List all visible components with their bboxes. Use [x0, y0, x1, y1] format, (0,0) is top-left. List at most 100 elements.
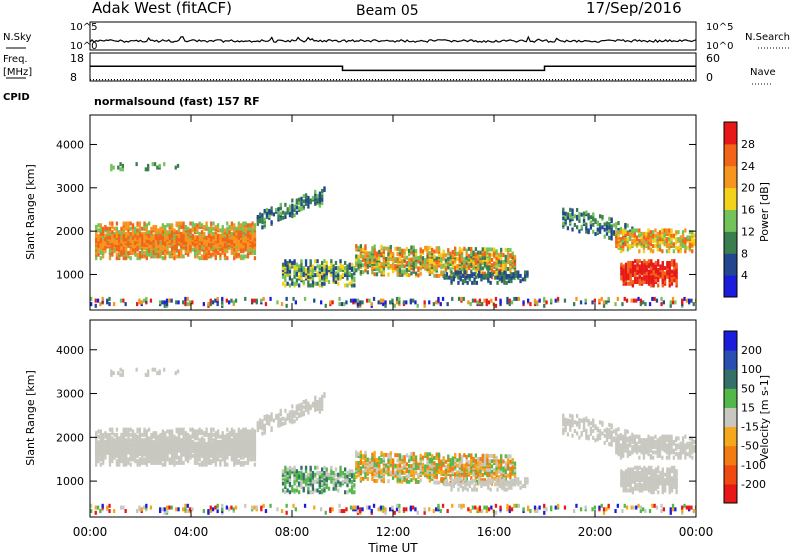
power-cell: [186, 302, 189, 307]
velocity-cell: [161, 436, 165, 441]
power-cell: [562, 221, 565, 226]
power-cell: [435, 300, 438, 305]
velocity-cell: [122, 462, 125, 467]
power-cell: [467, 253, 471, 258]
velocity-cell: [277, 413, 280, 418]
power-cell: [253, 298, 256, 303]
power-cell: [307, 283, 310, 288]
power-cell: [497, 252, 501, 257]
velocity-cell: [138, 431, 142, 436]
velocity-cell: [205, 445, 208, 450]
nave-label: Nave: [750, 67, 776, 78]
cpid-label: CPID: [3, 92, 30, 103]
power-cell: [200, 223, 204, 228]
power-cell: [175, 254, 178, 259]
power-cell: [147, 242, 151, 247]
power-cell: [108, 226, 112, 231]
power-cell: [136, 246, 139, 251]
freq-tick-top: 18: [70, 52, 84, 65]
power-cell: [585, 226, 588, 231]
power-cell: [657, 259, 660, 264]
power-cell: [239, 234, 243, 239]
velocity-cell: [207, 432, 211, 437]
velocity-cell: [177, 459, 181, 464]
power-cell: [145, 223, 148, 228]
power-cell: [321, 260, 324, 265]
power-cell: [226, 239, 229, 244]
velocity-cell: [108, 438, 112, 443]
power-cell: [323, 186, 326, 191]
power-cell: [470, 252, 473, 257]
power-cell: [207, 242, 211, 247]
power-cell: [346, 267, 349, 272]
power-cell: [666, 260, 669, 265]
power-cell: [293, 208, 296, 213]
power-cell: [391, 298, 394, 303]
power-cell: [350, 283, 354, 288]
power-cell: [119, 167, 122, 172]
velocity-cell: [253, 429, 257, 434]
velocity-cell: [314, 472, 317, 477]
power-cell: [244, 244, 247, 249]
power-cell: [191, 234, 194, 239]
power-cell: [338, 296, 341, 301]
power-cell: [506, 247, 510, 252]
velocity-cell: [298, 470, 301, 475]
power-cell: [405, 255, 409, 260]
power-cell: [177, 234, 181, 239]
power-cell: [647, 259, 651, 264]
velocity-cell: [230, 442, 234, 447]
power-cell: [147, 163, 150, 168]
velocity-cell: [233, 442, 236, 447]
power-cell: [327, 266, 331, 271]
power-cell: [660, 302, 663, 307]
power-cell: [410, 245, 413, 250]
power-cell: [253, 223, 257, 228]
power-cell: [253, 256, 257, 261]
velocity-cell: [364, 461, 367, 466]
velocity-cell: [251, 447, 254, 452]
power-cell: [138, 224, 142, 229]
power-cell: [150, 237, 153, 242]
power-cell: [488, 252, 491, 257]
velocity-cell: [321, 400, 324, 405]
power-cell: [311, 195, 315, 200]
velocity-cell: [309, 472, 312, 477]
power-cell: [337, 276, 340, 281]
velocity-cell: [138, 457, 142, 462]
power-cell: [246, 223, 250, 228]
power-cell: [663, 231, 666, 236]
power-cell: [629, 269, 632, 274]
velocity-cell: [152, 442, 155, 447]
power-cell: [288, 204, 292, 209]
power-cell: [97, 228, 100, 233]
power-cell: [138, 254, 142, 259]
power-cell: [642, 231, 646, 236]
power-cell: [627, 260, 630, 265]
power-cell: [184, 246, 188, 251]
power-cell: [90, 302, 93, 307]
power-cell: [490, 275, 494, 280]
velocity-cell: [177, 440, 181, 445]
power-cell: [124, 237, 128, 242]
power-cell: [198, 237, 201, 242]
power-cell: [598, 226, 602, 231]
power-cell: [284, 259, 287, 264]
power-cell: [101, 226, 105, 231]
power-cell: [490, 252, 494, 257]
velocity-cell: [233, 434, 236, 439]
power-cell: [391, 251, 395, 256]
velocity-cell: [337, 479, 340, 484]
velocity-cell: [348, 488, 351, 493]
power-cell: [122, 256, 125, 261]
velocity-cell: [233, 453, 236, 458]
velocity-cell: [150, 436, 153, 441]
power-cell: [295, 281, 298, 286]
velocity-cell: [346, 470, 349, 475]
velocity-cell: [316, 488, 319, 493]
velocity-cell: [366, 457, 369, 462]
velocity-cell: [168, 440, 171, 445]
velocity-cell: [364, 475, 367, 480]
power-cell: [602, 300, 606, 305]
power-cell: [419, 271, 422, 276]
